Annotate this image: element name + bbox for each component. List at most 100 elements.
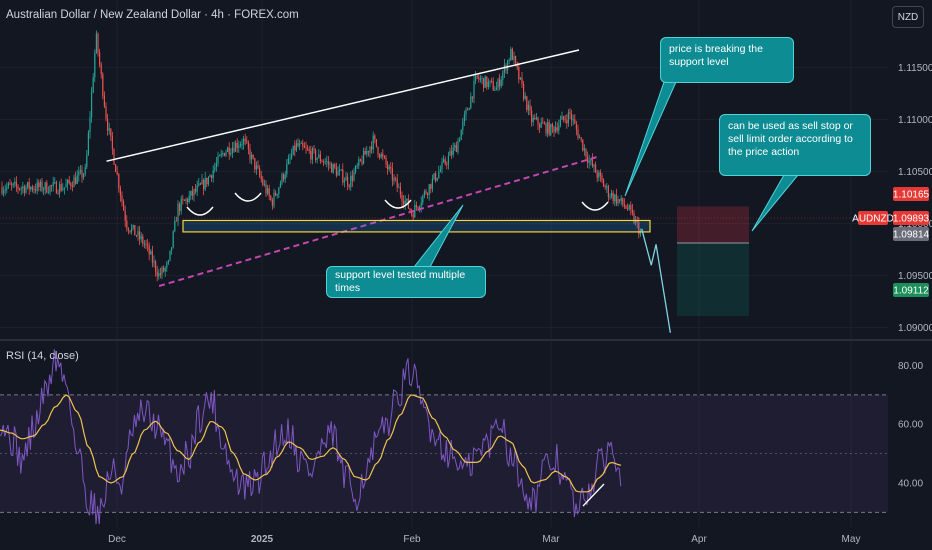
candle-body (99, 52, 101, 65)
time-tick-label: Mar (542, 534, 560, 545)
candle-body (399, 187, 401, 195)
candle-body (260, 175, 262, 180)
candle-body (356, 165, 358, 167)
callout-support[interactable]: support level tested multiple times (326, 266, 486, 298)
callout-pointer (412, 204, 464, 268)
rsi-divergence-line (582, 483, 605, 507)
candle-body (467, 109, 469, 111)
candle-body (84, 167, 86, 175)
candle-body (119, 188, 121, 196)
candle-body (591, 159, 593, 167)
candle-body (271, 199, 273, 206)
candle-body (286, 163, 288, 175)
candle-body (635, 219, 637, 224)
currency-button[interactable]: NZD (892, 6, 924, 28)
candle-body (470, 96, 472, 109)
candle-body (374, 135, 376, 140)
candle-body (121, 195, 123, 202)
candle-body (299, 143, 301, 147)
candle-body (308, 149, 310, 152)
short-position-tool[interactable] (677, 206, 749, 316)
price-tag-label: 1.10165 (893, 190, 930, 201)
candle-body (318, 154, 320, 158)
candle-body (43, 189, 45, 191)
candle-body (347, 176, 349, 186)
candle-body (455, 145, 457, 153)
candle-body (145, 243, 147, 245)
drawings[interactable] (106, 49, 800, 333)
candle-body (59, 184, 61, 194)
candle-body (404, 200, 406, 205)
candle-body (150, 251, 152, 255)
candle-body (366, 151, 368, 155)
candle-body (543, 123, 545, 125)
candle-body (159, 273, 161, 275)
candle-body (539, 124, 541, 128)
candle-body (246, 140, 248, 143)
candle-body (236, 142, 238, 148)
candle-body (590, 159, 592, 161)
candle-body (444, 159, 446, 164)
candle-body (87, 132, 89, 155)
time-tick-label: Dec (108, 534, 126, 545)
support-touch-arc (234, 192, 262, 202)
candle-body (207, 177, 209, 185)
candle-body (463, 114, 465, 122)
candle-body (486, 76, 488, 87)
callout-breaking[interactable]: price is breaking the support level (660, 37, 794, 83)
candle-body (438, 171, 440, 178)
candle-body (638, 222, 640, 235)
price-tag-bg (893, 187, 929, 201)
candle-body (364, 150, 366, 155)
candle-body (427, 193, 429, 195)
candle-body (431, 178, 433, 189)
candle-body (382, 153, 384, 157)
time-tick-label: Apr (691, 534, 707, 545)
price-tick-label: 1.10500 (898, 167, 932, 178)
candle-body (166, 263, 168, 268)
candle-body (276, 194, 278, 196)
candle-body (495, 87, 497, 91)
ascending-trendline (106, 49, 580, 162)
candle-body (51, 185, 53, 187)
candle-body (103, 95, 105, 107)
candle-body (439, 169, 441, 172)
candle-body (447, 155, 449, 165)
candle-body (111, 136, 113, 150)
candle-body (38, 182, 40, 187)
candle-body (52, 182, 54, 187)
time-tick-label: 2025 (251, 534, 274, 545)
candle-body (182, 199, 184, 200)
candle-body (97, 33, 99, 53)
candle-body (468, 108, 470, 110)
candle-body (281, 174, 283, 184)
candle-body (500, 79, 502, 87)
candle-body (385, 157, 387, 165)
callout-pointer (624, 81, 677, 197)
candle-body (487, 82, 489, 87)
candle-body (44, 182, 46, 190)
time-axis[interactable]: Dec 2025 Feb Mar Apr May (108, 534, 860, 545)
candle-body (287, 158, 289, 164)
candle-body (147, 244, 149, 246)
candle-body (339, 169, 341, 171)
candle-body (422, 195, 424, 203)
candle-body (409, 208, 411, 211)
candle-body (483, 78, 485, 88)
candle-body (436, 177, 438, 181)
candle-body (531, 110, 533, 122)
candle-body (457, 140, 459, 153)
candle-body (212, 170, 214, 179)
candle-body (289, 157, 291, 159)
candle-body (201, 179, 203, 185)
candle-body (555, 127, 557, 132)
candle-body (7, 183, 9, 187)
candle-body (140, 236, 142, 240)
candle-body (433, 173, 435, 179)
rsi-axis[interactable]: 80.00 60.00 40.00 (898, 361, 923, 489)
candle-body (163, 267, 165, 272)
candle-body (403, 201, 405, 205)
callout-sell[interactable]: can be used as sell stop or sell limit o… (719, 114, 871, 176)
candle-body (41, 181, 43, 191)
